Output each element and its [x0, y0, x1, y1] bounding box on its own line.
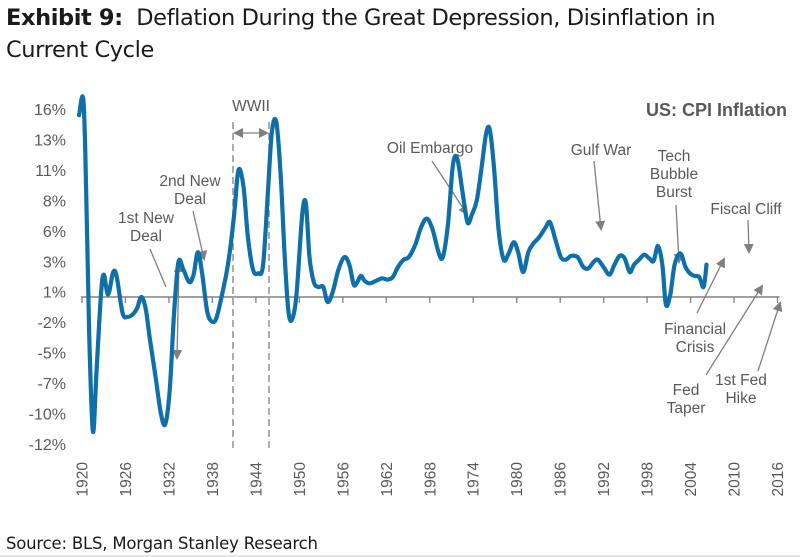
x-tick-label: 1986 — [553, 462, 570, 496]
annotation-label: Hike — [725, 390, 756, 407]
y-tick-label: 13% — [34, 132, 66, 149]
y-tick-label: 16% — [34, 102, 66, 119]
annotation-label: Gulf War — [571, 142, 632, 159]
annotation-label: Burst — [656, 184, 693, 201]
x-tick-label: 1998 — [640, 462, 657, 496]
x-tick-label: 2010 — [727, 462, 744, 497]
chart-title: US: CPI Inflation — [646, 100, 787, 120]
annotation-label: Oil Embargo — [387, 140, 473, 157]
x-tick-label: 1932 — [161, 462, 178, 496]
1st-new-deal-arrow-up — [172, 262, 184, 360]
title-line-1: Deflation During the Great Depression, D… — [136, 5, 716, 31]
fiscal-cliff-arrow — [743, 219, 754, 254]
x-tick-label: 1962 — [379, 462, 396, 496]
title-line-2: Current Cycle — [6, 37, 154, 63]
x-tick-label: 1992 — [596, 462, 613, 496]
annotation-label: Tech — [658, 148, 691, 165]
x-tick-label: 1980 — [509, 462, 526, 497]
x-tick-label: 1920 — [75, 462, 92, 497]
annotation-label: 1st New — [118, 210, 175, 227]
gulf-war-arrow — [593, 160, 606, 231]
annotation-label: Taper — [667, 400, 706, 417]
x-tick-label: 1968 — [422, 462, 439, 496]
annotation-label: Crisis — [676, 339, 715, 356]
series — [77, 94, 709, 434]
x-tick-label: 1944 — [248, 462, 265, 497]
1st-fed-hike-arrow — [757, 301, 783, 372]
y-tick-label: -5% — [38, 346, 66, 363]
y-tick-label: -10% — [29, 407, 66, 424]
y-tick-label: 1% — [43, 285, 66, 302]
y-tick-label: 6% — [43, 224, 66, 241]
fed-taper-arrow — [705, 284, 764, 376]
y-tick-label: -2% — [38, 315, 66, 332]
y-tick-label: 8% — [43, 193, 66, 210]
x-tick-label: 1926 — [118, 462, 135, 496]
annotation-label: 1st Fed — [715, 372, 767, 389]
annotation-label: WWII — [232, 98, 270, 115]
bottom-divider — [0, 555, 800, 557]
annotation-label: Deal — [174, 191, 206, 208]
financial-crisis-arrow — [696, 257, 725, 314]
y-axis-labels: 16% 13% 11% 8% 6% 3% 1% -2% -5% -7% -10% -12% — [29, 102, 66, 454]
annotation-label: Deal — [130, 228, 162, 245]
y-tick-label: 3% — [43, 254, 66, 271]
page-title: Exhibit 9: Deflation During the Great De… — [6, 2, 716, 66]
source-note: Source: BLS, Morgan Stanley Research — [6, 534, 318, 553]
x-tick-label: 1974 — [466, 462, 483, 497]
x-tick-label: 1950 — [292, 462, 309, 497]
x-tick-label: 2004 — [683, 462, 700, 497]
annotation-label: Financial — [664, 321, 726, 338]
annotation-label: Fiscal Cliff — [710, 201, 782, 218]
x-axis: 1920 1926 1932 1938 1944 1950 1956 1962 1968 1974… — [75, 296, 787, 497]
series-line-cpi — [77, 94, 709, 434]
2nd-new-deal-arrow — [192, 210, 208, 261]
y-tick-label: -7% — [38, 376, 66, 393]
y-tick-label: -12% — [29, 437, 66, 454]
x-tick-label: 1938 — [205, 462, 222, 496]
annotation-label: Fed — [673, 382, 700, 399]
x-tick-label: 2016 — [770, 462, 787, 496]
annotation-label: Bubble — [650, 166, 698, 183]
x-tick-label: 1956 — [335, 462, 352, 496]
y-tick-label: 11% — [35, 163, 66, 180]
1st-new-deal-pointer — [149, 248, 167, 288]
annotation-label: 2nd New — [159, 173, 221, 190]
exhibit-number: Exhibit 9: — [6, 5, 123, 31]
